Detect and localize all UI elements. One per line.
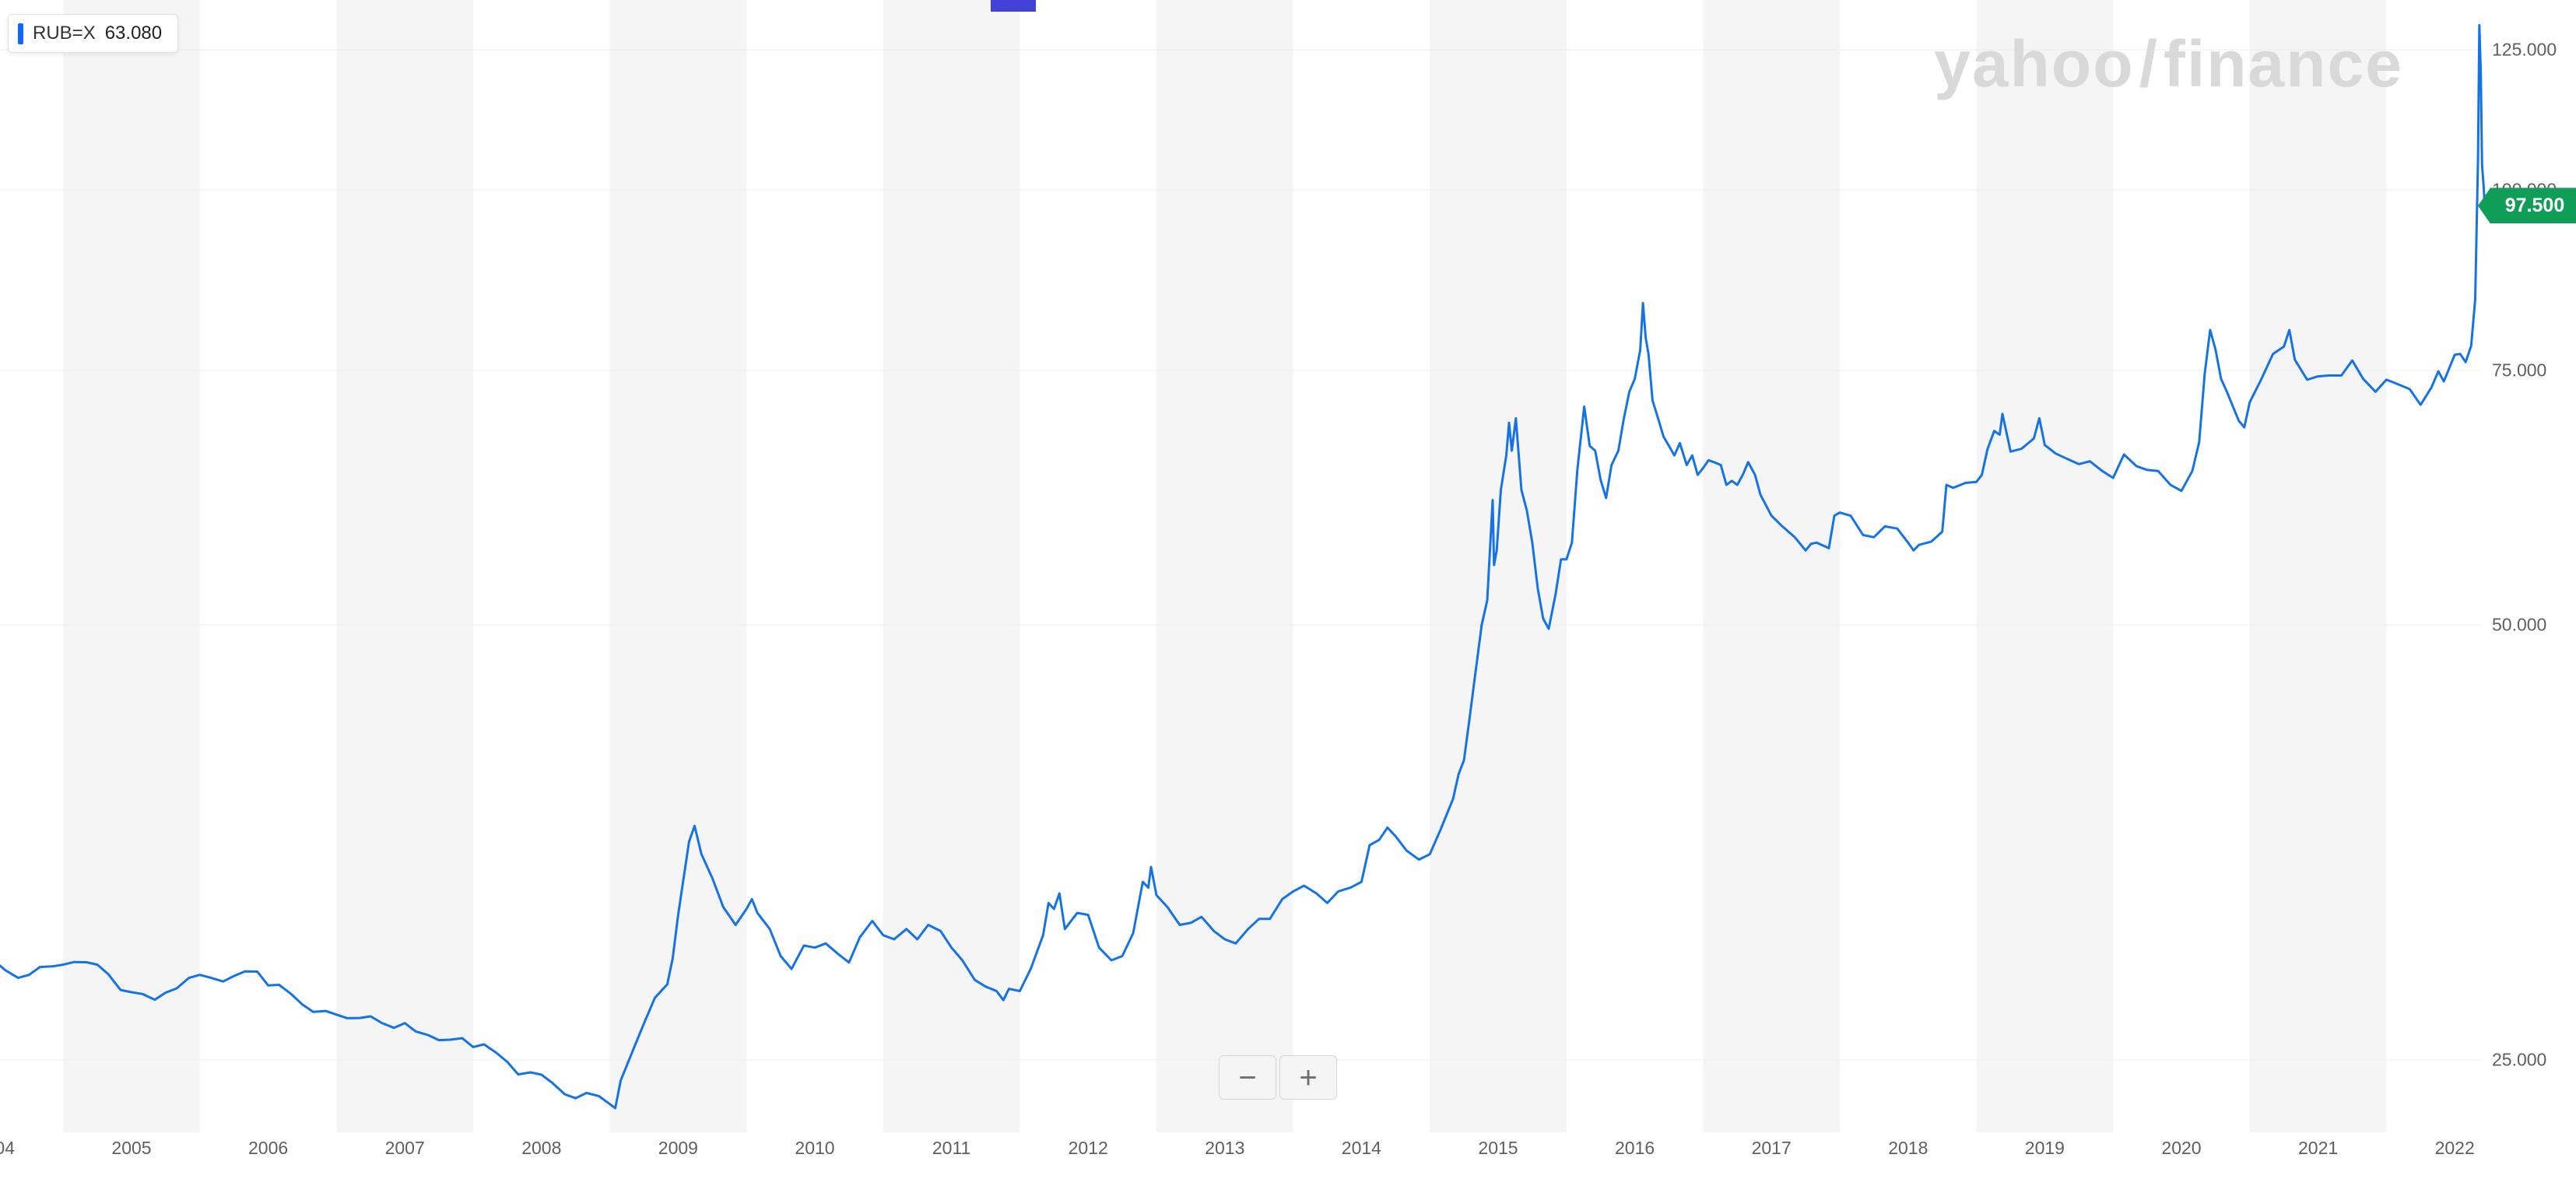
x-axis-label: 2020 [2161, 1138, 2202, 1158]
legend-symbol: RUB=X [33, 23, 96, 44]
zoom-controls: − + [1219, 1055, 1337, 1100]
current-price-value: 97.500 [2504, 194, 2565, 216]
chart-canvas[interactable] [0, 0, 2576, 1132]
x-axis-label: 2016 [1615, 1138, 1655, 1158]
zoom-out-button[interactable]: − [1219, 1055, 1276, 1100]
year-band [1430, 0, 1567, 1132]
year-band [2249, 0, 2387, 1132]
year-band [609, 0, 747, 1132]
year-band [883, 0, 1020, 1132]
watermark-slash-icon: / [2139, 27, 2159, 100]
x-axis-label: 2021 [2298, 1138, 2339, 1158]
x-axis-label: 2004 [0, 1138, 15, 1158]
year-band [336, 0, 473, 1132]
x-axis: 2004 2005 2006 2007 2008 2009 2010 2011 2012 2013… [0, 1138, 2576, 1166]
x-axis-label: 2009 [658, 1138, 698, 1158]
year-band [63, 0, 200, 1132]
watermark-finance-text: finance [2163, 27, 2403, 100]
x-axis-label: 2013 [1205, 1138, 1245, 1158]
x-axis-label: 2006 [248, 1138, 289, 1158]
series-color-marker-icon [18, 23, 23, 44]
yahoo-finance-watermark: yahoo / finance [1934, 26, 2403, 102]
x-axis-label: 2015 [1478, 1138, 1518, 1158]
x-axis-label: 2019 [2024, 1138, 2065, 1158]
year-band [1156, 0, 1293, 1132]
x-axis-label: 2014 [1341, 1138, 1381, 1158]
x-axis-label: 2005 [111, 1138, 152, 1158]
x-axis-label: 2017 [1751, 1138, 1792, 1158]
x-axis-label: 2010 [795, 1138, 835, 1158]
x-axis-label: 2018 [1888, 1138, 1928, 1158]
x-axis-label: 2022 [2434, 1138, 2475, 1158]
x-axis-label: 2011 [932, 1138, 971, 1158]
selected-range-underline [991, 0, 1036, 12]
x-axis-label: 2007 [384, 1138, 425, 1158]
zoom-in-button[interactable]: + [1279, 1055, 1337, 1100]
watermark-yahoo-text: yahoo [1934, 27, 2135, 100]
price-line [0, 23, 2487, 1110]
x-axis-label: 2008 [521, 1138, 562, 1158]
year-band [1976, 0, 2114, 1132]
current-price-tag: 97.500 [2478, 188, 2576, 224]
legend-badge: RUB=X 63.080 [8, 14, 179, 53]
legend-value: 63.080 [104, 23, 163, 44]
x-axis-label: 2012 [1068, 1138, 1108, 1158]
year-band [1703, 0, 1840, 1132]
